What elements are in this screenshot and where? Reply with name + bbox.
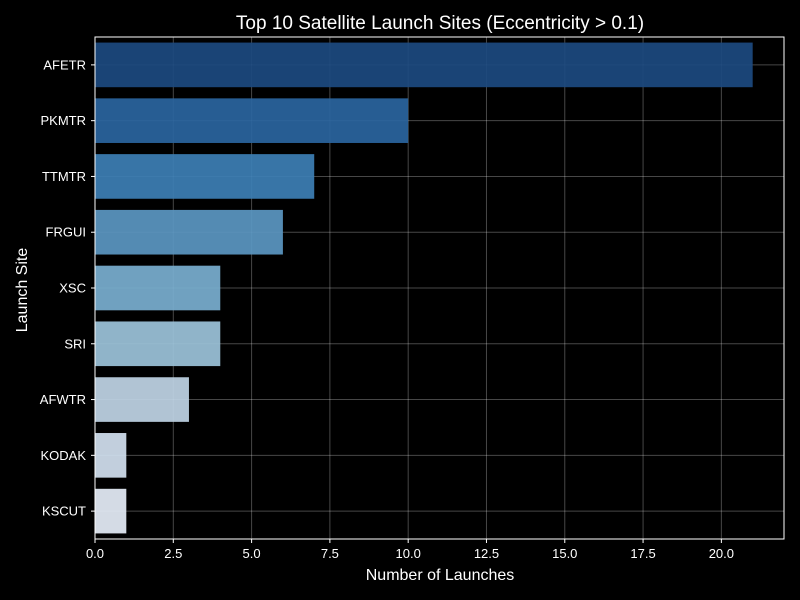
y-axis-label: Launch Site	[14, 248, 31, 333]
y-tick-label: SRI	[64, 336, 86, 351]
x-tick-label: 12.5	[474, 546, 499, 561]
x-tick-label: 17.5	[630, 546, 655, 561]
bar-pkmtr	[95, 98, 409, 143]
y-tick-label: AFETR	[43, 57, 86, 72]
x-tick-label: 10.0	[396, 546, 421, 561]
y-tick-label: TTMTR	[42, 169, 86, 184]
y-tick-label: KODAK	[40, 448, 86, 463]
x-tick-label: 0.0	[86, 546, 104, 561]
plot-frame	[94, 36, 785, 540]
y-tick-label: FRGUI	[46, 225, 86, 240]
x-tick-label: 5.0	[243, 546, 261, 561]
y-tick-labels: AFETR PKMTR TTMTR FRGUI XSC SRI AFWTR KODAK KSCU…	[40, 57, 95, 519]
x-axis-label: Number of Launches	[366, 567, 515, 584]
bar-kodak	[95, 433, 127, 478]
y-tick-label: XSC	[59, 281, 86, 296]
x-tick-labels: 0.0 2.5 5.0 7.5 10.0 12.5 15.0 17.5 20.0	[86, 539, 734, 561]
bar-ttmtr	[95, 154, 315, 199]
bar-afetr	[95, 42, 753, 88]
chart-title: Top 10 Satellite Launch Sites (Eccentric…	[236, 13, 644, 34]
x-tick-label: 7.5	[321, 546, 339, 561]
y-tick-label: AFWTR	[40, 392, 86, 407]
y-tick-label: PKMTR	[41, 113, 87, 128]
x-tick-label: 15.0	[552, 546, 577, 561]
x-tick-label: 20.0	[709, 546, 734, 561]
x-tick-label: 2.5	[164, 546, 182, 561]
bar-kscut	[95, 488, 127, 534]
bars	[95, 42, 753, 534]
bar-xsc	[95, 265, 221, 311]
bar-afwtr	[95, 377, 189, 422]
bar-frgui	[95, 209, 283, 255]
y-tick-label: KSCUT	[42, 504, 86, 519]
bar-sri	[95, 321, 221, 367]
